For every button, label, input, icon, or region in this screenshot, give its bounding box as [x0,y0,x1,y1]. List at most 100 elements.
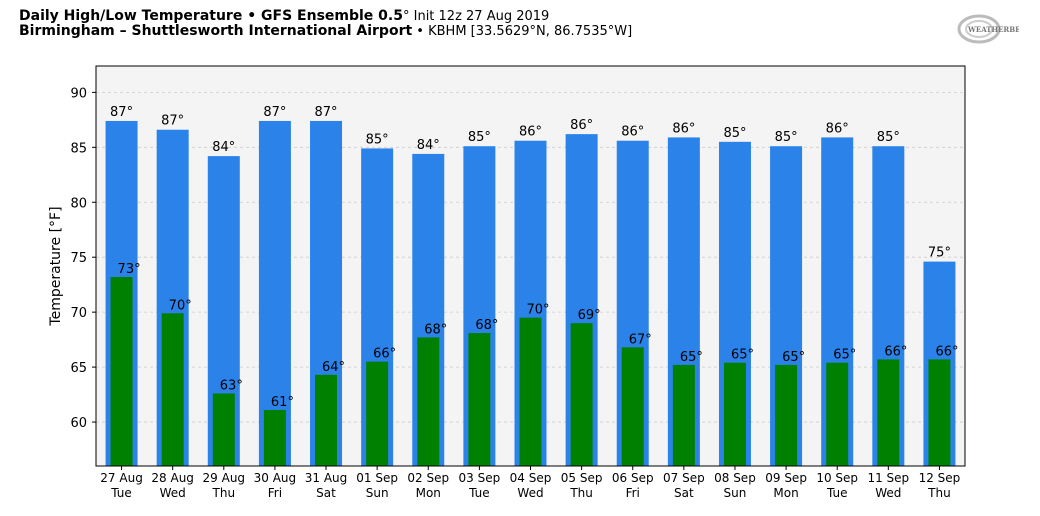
y-tick-label: 60 [70,416,87,431]
low-label: 65° [782,350,805,365]
high-label: 84° [417,138,440,153]
low-bar [366,361,389,466]
low-label: 70° [527,303,550,318]
low-label: 70° [169,298,192,313]
y-tick-label: 80 [70,196,87,211]
low-bar [877,359,900,466]
x-tick-day: Sat [674,486,694,500]
x-tick-day: Wed [160,486,186,500]
svg-text:WEATHERBELL: WEATHERBELL [967,25,1019,34]
x-tick-date: 08 Sep [714,471,756,485]
low-label: 64° [322,360,345,375]
y-tick-label: 70 [70,306,87,321]
x-tick-day: Tue [826,486,848,500]
x-tick-day: Tue [110,486,132,500]
x-tick-date: 27 Aug [100,471,143,485]
chart-title: Daily High/Low Temperature • GFS Ensembl… [19,8,633,40]
high-label: 87° [110,105,133,120]
low-label: 73° [118,262,141,277]
x-tick-day: Sun [366,486,389,500]
high-label: 85° [468,130,491,145]
low-bar [519,317,542,466]
weatherbell-logo: WEATHERBELL [957,14,1019,44]
x-tick-date: 09 Sep [765,471,807,485]
x-tick-date: 28 Aug [151,471,194,485]
x-tick-day: Sat [316,486,336,500]
low-label: 61° [271,395,294,410]
low-bar [263,409,286,466]
low-bar [570,323,593,466]
low-bar [621,347,644,466]
low-bar [468,333,491,466]
x-tick-day: Mon [416,486,441,500]
low-bar [417,337,440,466]
low-label: 66° [373,347,396,362]
high-label: 87° [161,114,184,129]
low-bar [315,374,338,466]
x-tick-date: 10 Sep [816,471,858,485]
x-tick-date: 03 Sep [459,471,501,485]
low-label: 68° [475,318,498,333]
high-label: 86° [621,125,644,140]
low-label: 68° [424,322,447,337]
x-tick-day: Thu [212,486,236,500]
x-tick-day: Fri [626,486,640,500]
high-bar [258,120,291,466]
high-label: 87° [315,105,338,120]
x-tick-date: 31 Aug [305,471,348,485]
high-label: 85° [366,132,389,147]
low-label: 65° [731,348,754,363]
x-tick-day: Thu [569,486,593,500]
high-label: 86° [826,121,849,136]
y-axis-label: Temperature [°F] [48,206,64,326]
x-tick-day: Thu [927,486,951,500]
x-tick-date: 07 Sep [663,471,705,485]
low-label: 63° [220,378,243,393]
x-tick-date: 30 Aug [254,471,297,485]
high-label: 85° [877,130,900,145]
low-bar [775,364,798,466]
low-bar [723,362,746,466]
low-label: 66° [935,344,958,359]
x-tick-day: Wed [875,486,901,500]
x-tick-day: Mon [773,486,798,500]
low-label: 66° [884,344,907,359]
title-line-2: Birmingham – Shuttlesworth International… [19,23,633,40]
high-label: 86° [570,118,593,133]
plot-frame [95,65,966,467]
y-tick-label: 65 [70,361,87,376]
x-tick-day: Tue [468,486,490,500]
low-bar [110,276,133,466]
low-bar [672,364,695,466]
low-label: 65° [833,348,856,363]
y-tick-label: 75 [70,251,87,266]
x-tick-date: 29 Aug [203,471,246,485]
low-bar [928,359,951,466]
x-tick-day: Sun [724,486,747,500]
x-tick-day: Fri [268,486,282,500]
low-bar [161,313,184,466]
high-label: 86° [672,121,695,136]
high-label: 85° [723,126,746,141]
low-label: 69° [578,308,601,323]
low-label: 67° [629,332,652,347]
high-label: 75° [928,246,951,261]
high-label: 87° [263,105,286,120]
x-tick-date: 12 Sep [919,471,961,485]
x-tick-day: Wed [517,486,543,500]
x-tick-date: 01 Sep [356,471,398,485]
x-tick-date: 05 Sep [561,471,603,485]
x-tick-date: 04 Sep [510,471,552,485]
high-label: 86° [519,125,542,140]
x-tick-date: 02 Sep [407,471,449,485]
x-tick-date: 06 Sep [612,471,654,485]
low-bar [212,393,235,466]
low-bar [826,362,849,466]
x-tick-date: 11 Sep [867,471,909,485]
title-line-1: Daily High/Low Temperature • GFS Ensembl… [19,8,550,25]
low-label: 65° [680,350,703,365]
y-tick-label: 90 [70,86,87,101]
high-label: 85° [775,130,798,145]
high-label: 84° [212,140,235,155]
